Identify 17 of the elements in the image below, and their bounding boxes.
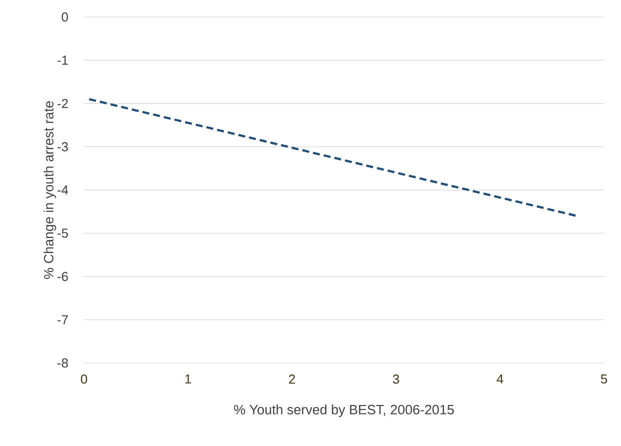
y-tick-label: -7: [58, 315, 68, 324]
x-tick-label: 5: [600, 374, 608, 384]
y-tick-label: -8: [58, 358, 68, 368]
x-tick-label: 1: [185, 374, 191, 384]
y-tick-label: -1: [58, 56, 68, 65]
y-tick-label: 0: [62, 12, 68, 22]
y-axis-title: % Change in youth arrest rate: [44, 101, 56, 279]
y-tick-label: -3: [58, 142, 68, 152]
x-tick-label: 4: [496, 374, 504, 384]
y-tick-label: -5: [58, 228, 68, 238]
x-axis-title: % Youth served by BEST, 2006-2015: [234, 404, 454, 418]
x-tick-label: 3: [392, 374, 400, 384]
y-tick-label: -4: [58, 186, 68, 194]
x-tick-label: 0: [80, 374, 88, 384]
y-tick-label: -6: [58, 272, 68, 282]
y-tick-label: -2: [58, 98, 68, 108]
x-tick-label: 2: [289, 374, 295, 384]
